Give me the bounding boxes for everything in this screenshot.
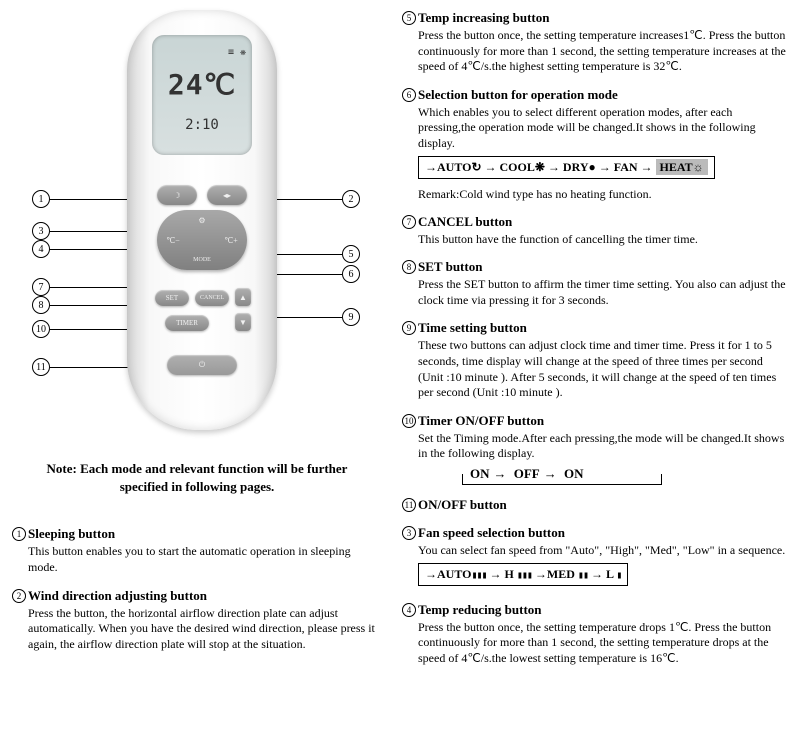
time-down-button[interactable]: ▼ <box>235 313 251 331</box>
section-7: 7CANCEL button This button have the func… <box>402 214 786 248</box>
lcd-icons: ≡ ❋ <box>158 47 246 58</box>
callout-2: 2 <box>342 190 360 208</box>
timer-button[interactable]: TIMER <box>165 315 209 331</box>
section-1: 1Sleeping button This button enables you… <box>12 526 382 575</box>
section-1-title: Sleeping button <box>28 526 115 541</box>
section-3: 3Fan speed selection button You can sele… <box>402 525 786 590</box>
sleep-button[interactable]: ☽ <box>157 185 197 205</box>
temp-down-button[interactable]: ℃− <box>161 232 185 248</box>
callout-1: 1 <box>32 190 50 208</box>
time-up-button[interactable]: ▲ <box>235 288 251 306</box>
mode-button[interactable]: MODE <box>192 252 212 268</box>
power-button[interactable]: ⏻ <box>167 355 237 375</box>
section-2-body: Press the button, the horizontal airflow… <box>28 606 382 653</box>
section-10: 10Timer ON/OFF button Set the Timing mod… <box>402 413 786 485</box>
callout-4: 4 <box>32 240 50 258</box>
section-5: 5Temp increasing button Press the button… <box>402 10 786 75</box>
onoff-sequence-diagram: ON→ OFF→ ON <box>462 466 786 485</box>
callout-10: 10 <box>32 320 50 338</box>
dpad: ⚙ ℃− ℃+ MODE <box>157 210 247 270</box>
diagram-note: Note: Each mode and relevant function wi… <box>22 460 372 496</box>
callout-6: 6 <box>342 265 360 283</box>
lcd-screen: ≡ ❋ 24℃ 2:10 <box>152 35 252 155</box>
section-4: 4Temp reducing button Press the button o… <box>402 602 786 667</box>
section-2-title: Wind direction adjusting button <box>28 588 207 603</box>
temp-up-button[interactable]: ℃+ <box>219 232 243 248</box>
swing-button[interactable]: ◂▸ <box>207 185 247 205</box>
section-2: 2Wind direction adjusting button Press t… <box>12 588 382 653</box>
section-8: 8SET button Press the SET button to affi… <box>402 259 786 308</box>
callout-9: 9 <box>342 308 360 326</box>
callout-7: 7 <box>32 278 50 296</box>
page-root: 1 3 4 7 8 10 11 2 5 6 9 ≡ ❋ <box>12 10 786 678</box>
section-6: 6Selection button for operation mode Whi… <box>402 87 786 202</box>
section-11: 11ON/OFF button <box>402 497 786 513</box>
lcd-time: 2:10 <box>158 117 246 133</box>
fan-sequence-diagram: →AUTO▮▮▮ → H ▮▮▮ →MED ▮▮ → L ▮ <box>418 563 628 586</box>
callout-8: 8 <box>32 296 50 314</box>
section-9: 9Time setting button These two buttons c… <box>402 320 786 400</box>
left-column: 1 3 4 7 8 10 11 2 5 6 9 ≡ ❋ <box>12 10 382 678</box>
callout-11: 11 <box>32 358 50 376</box>
remote-diagram: 1 3 4 7 8 10 11 2 5 6 9 ≡ ❋ <box>12 10 382 440</box>
mode-remark: Remark:Cold wind type has no heating fun… <box>418 187 786 202</box>
section-1-body: This button enables you to start the aut… <box>28 544 382 575</box>
set-button[interactable]: SET <box>155 290 189 306</box>
remote-body: ≡ ❋ 24℃ 2:10 ☽ ◂▸ ⚙ ℃− ℃+ MODE SET CANCE… <box>127 10 277 430</box>
callout-5: 5 <box>342 245 360 263</box>
cancel-button[interactable]: CANCEL <box>195 290 229 306</box>
right-column: 5Temp increasing button Press the button… <box>402 10 786 678</box>
callout-3: 3 <box>32 222 50 240</box>
lcd-temp: 24℃ <box>158 68 246 101</box>
mode-sequence-diagram: →AUTO↻ → COOL❋ → DRY● → FAN → HEAT☼ <box>418 156 715 179</box>
fan-speed-button[interactable]: ⚙ <box>192 212 212 228</box>
